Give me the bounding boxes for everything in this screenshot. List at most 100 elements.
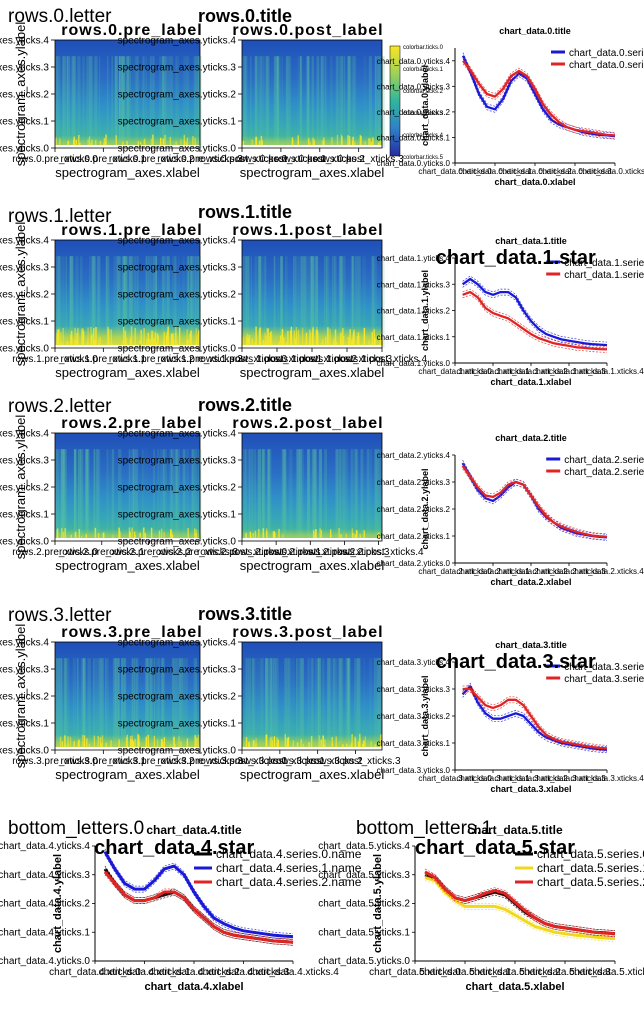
row-d-pre-spectrogram-speckle [73, 741, 75, 747]
chart-a-right-x-tick-label: chart_data.0.xticks.4 [578, 167, 644, 176]
row-b-post-spectrogram-streak [285, 256, 287, 348]
row-d-pre-spectrogram-speckle [137, 739, 139, 747]
row-b-pre-spectrogram-streak [92, 256, 96, 348]
row-d-post-spectrogram-streak [356, 658, 361, 750]
row-a-pre-spectrogram-streak [62, 56, 67, 149]
row-a-pre-spectrogram-streak [121, 56, 125, 149]
row-c-pre-spectrogram-streak [153, 449, 156, 541]
row-d-post-spectrogram-speckle [364, 736, 366, 747]
row-b-pre-spectrogram-streak [75, 256, 79, 348]
row-b-pre-spectrogram-streak [166, 256, 170, 348]
row-b-post-spectrogram-streak [294, 256, 297, 348]
row-d-pre-spectrogram-streak [121, 658, 124, 750]
row-a-post-spectrogram-speckle [242, 141, 244, 145]
row-b-post-spectrogram-streak [305, 256, 309, 348]
row-c-post-spectrogram-streak [267, 449, 272, 541]
row-a-pre-spectrogram-streak [121, 56, 126, 149]
row-a-post-x-axis-label: spectrogram_axes.xlabel [240, 165, 385, 180]
row-b-panel-letter: rows.1.letter [8, 206, 112, 227]
chart-d-right-series-post-light-line [462, 687, 608, 750]
row-c-pre-spectrogram-streak [60, 449, 64, 541]
row-a-pre-spectrogram-speckle [73, 139, 75, 145]
row-b-pre-spectrogram-speckle [99, 337, 101, 345]
row-d-post-x-tick-label: rows.3.post_xticks.2 [273, 756, 363, 767]
row-c-post-spectrogram-streak [319, 449, 323, 541]
row-b-pre-y-tick-label: spectrogram_axes.yticks.2 [0, 290, 49, 301]
row-a-post-spectrogram-streak [262, 56, 264, 149]
row-b-pre-spectrogram-streak [166, 256, 170, 348]
row-d-post-spectrogram-image [242, 642, 382, 750]
chart-e-y-tick-label: chart_data.4.yticks.2 [0, 899, 90, 910]
row-b-pre-spectrogram-streak [65, 256, 67, 348]
row-a-post-spectrogram-streak [338, 56, 341, 149]
chart-e-x-tick-label: chart_data.4.xticks.4 [247, 967, 339, 978]
row-c-post-spectrogram-streak [312, 449, 317, 541]
chart-a-right-x-axis-label: chart_data.0.xlabel [494, 177, 575, 187]
row-d-post-spectrogram-streak [345, 658, 350, 750]
row-b-post-spectrogram-speckle [264, 341, 267, 345]
row-a-pre-spectrogram-speckle [175, 141, 177, 145]
row-d-pre-spectrogram-streak [58, 658, 62, 750]
row-a-post-spectrogram-speckle [260, 135, 263, 145]
row-c-pre-spectrogram-speckle [75, 531, 77, 538]
row-c-post-y-tick-label: spectrogram_axes.yticks.3 [118, 456, 237, 467]
row-d-pre-spectrogram-streak [66, 658, 70, 750]
row-d-post-spectrogram-speckle [310, 736, 313, 747]
row-b-post-spectrogram-speckle [293, 330, 296, 345]
row-c-pre-spectrogram-streak [79, 449, 81, 541]
row-b-pre-spectrogram-speckle [186, 329, 188, 345]
row-b-pre-spectrogram-speckle [163, 331, 165, 345]
row-a-post-spectrogram-streak [320, 56, 323, 149]
row-c-post-spectrogram-speckle [249, 531, 252, 538]
row-b-pre-spectrogram-speckle [171, 337, 173, 345]
row-d-post-spectrogram-speckle [331, 737, 333, 747]
chart-c-right-y-tick-label: chart_data.2.yticks.1 [377, 532, 451, 541]
row-a-post-spectrogram-streak [277, 56, 279, 149]
row-b-pre-spectrogram-streak [116, 256, 121, 348]
row-d-pre-spectrogram-speckle [170, 744, 172, 747]
row-b-pre-spectrogram-speckle [77, 328, 79, 345]
row-b-pre-spectrogram-speckle [175, 339, 178, 345]
row-d-pre-spectrogram-speckle [162, 741, 164, 747]
row-d-pre-spectrogram-streak [172, 658, 175, 750]
row-c-post-spectrogram-speckle [345, 533, 347, 538]
row-d-pre-spectrogram-streak [113, 658, 118, 750]
row-d-pre-spectrogram-speckle [99, 737, 102, 747]
chart-b-right-legend-label-post-light: chart_data.1.series.1.name [564, 270, 644, 281]
row-c-pre-spectrogram-speckle [97, 533, 100, 538]
row-d-pre-spectrogram-speckle [59, 736, 62, 747]
row-c-pre-spectrogram-speckle [142, 528, 145, 538]
row-b-pre-spectrogram-speckle [97, 339, 100, 345]
row-b-pre-spectrogram-speckle [122, 326, 125, 345]
row-c-pre-spectrogram-streak [109, 449, 114, 541]
row-b-pre-spectrogram-streak [156, 256, 158, 348]
row-b-post-spectrogram-streak [245, 256, 247, 348]
row-a-pre-spectrogram-streak [159, 56, 162, 149]
row-d-pre-spectrogram-streak [136, 658, 139, 750]
row-a-pre-spectrogram-speckle [67, 140, 70, 145]
row-d-pre-spectrogram-streak [124, 658, 127, 750]
row-c-pre-spectrogram-streak [176, 449, 181, 541]
row-c-pre-spectrogram-streak [96, 449, 98, 541]
row-b-post-spectrogram-speckle [316, 340, 319, 345]
row-a-pre-x-tick-label: rows.0.pre_xticks.3 [157, 154, 243, 165]
row-b-pre-spectrogram-streak [124, 256, 128, 348]
row-d-pre-spectrogram-streak [121, 658, 125, 750]
row-c-pre-spectrogram-streak [165, 449, 167, 541]
colorbar [389, 45, 401, 157]
row-c-post-spectrogram-streak [314, 449, 317, 541]
row-c-pre-spectrogram-streak [120, 449, 122, 541]
row-c-post-spectrogram-streak [267, 449, 270, 541]
chart-d-right-y-axis-label: chart_data.3.ylabel [420, 675, 430, 756]
row-d-post-y-tick-label: spectrogram_axes.yticks.1 [118, 719, 237, 730]
row-d-pre-spectrogram-speckle [67, 736, 69, 747]
row-a-pre-spectrogram-streak [163, 56, 167, 149]
row-c-pre-spectrogram-streak [86, 449, 89, 541]
row-b-post-y-tick-label: spectrogram_axes.yticks.0 [118, 344, 237, 355]
row-d-pre-spectrogram-streak [153, 658, 156, 750]
row-b-pre-spectrogram-streak [70, 256, 72, 348]
chart-a-right-y-tick-label: chart_data.0.yticks.1 [377, 133, 451, 142]
row-a-post-spectrogram-speckle [364, 141, 366, 145]
row-a-pre-spectrogram-speckle [137, 141, 139, 145]
